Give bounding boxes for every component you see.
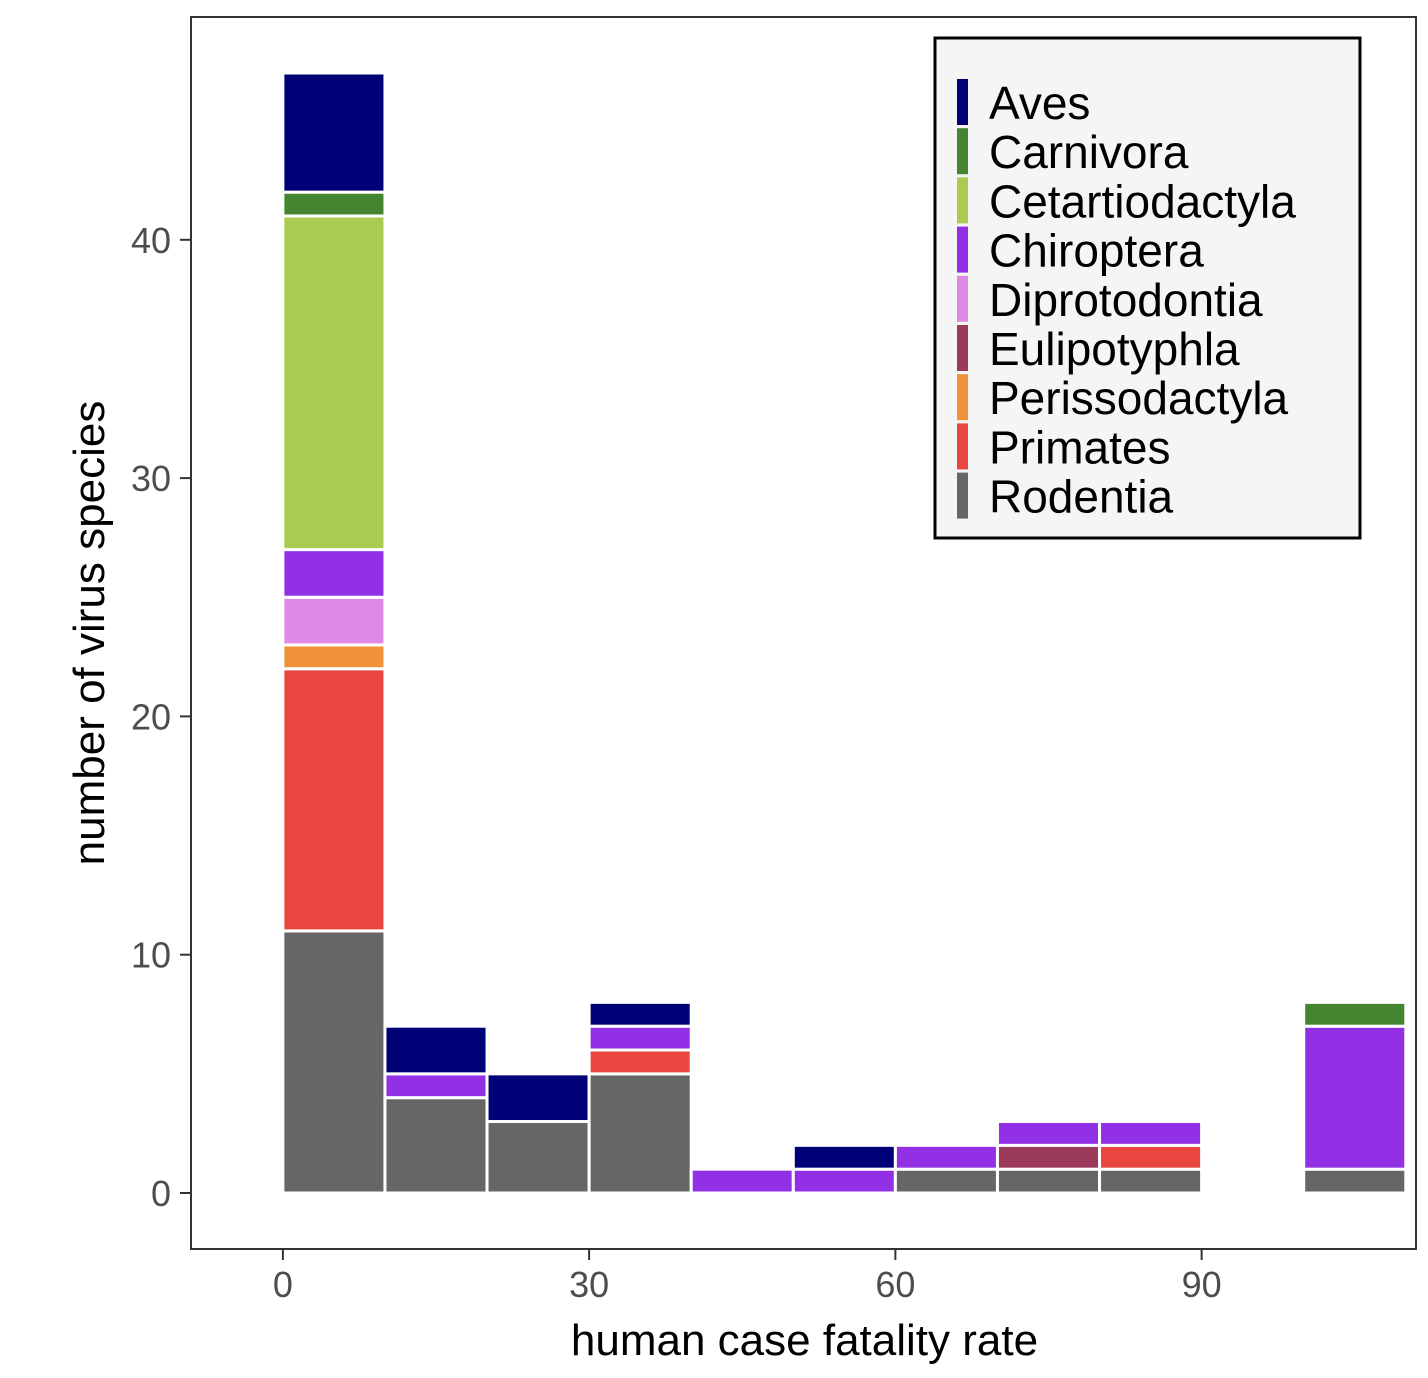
bar-chiroptera-bin-60 (893, 1143, 999, 1171)
legend-swatch-chiroptera (957, 226, 968, 273)
y-tick-label: 0 (151, 1173, 171, 1214)
bar-chiroptera-bin-70 (995, 1120, 1102, 1147)
bar-carnivora-bin-100 (1302, 1000, 1408, 1028)
y-tick-label: 10 (131, 935, 171, 976)
bar-diprotodontia-bin-0 (281, 595, 387, 647)
bar-primates-bin-30 (587, 1048, 693, 1076)
legend-swatch-primates (957, 423, 968, 470)
bar-cetartiodactyla-bin-0 (281, 214, 387, 552)
legend-box (933, 36, 1362, 540)
legend-label-aves: Aves (989, 77, 1090, 129)
bar-chiroptera-bin-100 (1302, 1024, 1408, 1171)
legend-label-carnivora: Carnivora (989, 126, 1189, 178)
legend-swatch-cetartiodactyla (957, 177, 968, 224)
bar-aves-bin-10 (383, 1024, 489, 1076)
bar-chiroptera-bin-30 (587, 1024, 693, 1052)
bar-chiroptera-bin-80 (1098, 1120, 1204, 1147)
bar-rodentia-bin-80 (1098, 1167, 1204, 1195)
bar-aves-bin-20 (485, 1072, 591, 1124)
legend-label-chiroptera: Chiroptera (989, 225, 1204, 277)
x-tick-label: 90 (1182, 1264, 1222, 1305)
bar-perissodactyla-bin-0 (281, 643, 387, 671)
bar-rodentia-bin-30 (587, 1072, 693, 1195)
legend-label-primates: Primates (989, 421, 1170, 473)
x-tick-label: 0 (273, 1264, 293, 1305)
x-axis: 0 30 60 90 (273, 1249, 1222, 1305)
legend: AvesCarnivoraCetartiodactylaChiropteraDi… (933, 36, 1362, 540)
bar-chiroptera-bin-0 (281, 548, 387, 599)
bar-carnivora-bin-0 (281, 190, 387, 218)
y-tick-label: 30 (131, 458, 171, 499)
legend-label-cetartiodactyla: Cetartiodactyla (989, 175, 1296, 227)
bar-eulipotyphla-bin-70 (995, 1143, 1102, 1171)
bar-primates-bin-80 (1098, 1143, 1204, 1171)
legend-swatch-eulipotyphla (957, 325, 968, 371)
y-tick-label: 20 (131, 696, 171, 737)
plot-border (190, 16, 1417, 1250)
bar-aves-bin-30 (587, 1000, 693, 1028)
bar-aves-bin-50 (791, 1143, 897, 1171)
y-axis-title: number of virus species (65, 401, 114, 866)
x-tick-label: 60 (875, 1264, 915, 1305)
bar-rodentia-bin-70 (995, 1167, 1102, 1195)
bar-aves-bin-0 (281, 71, 387, 194)
legend-label-rodentia: Rodentia (989, 471, 1174, 523)
bar-rodentia-bin-100 (1302, 1167, 1408, 1195)
bar-chiroptera-bin-10 (383, 1072, 489, 1100)
bar-rodentia-bin-60 (893, 1167, 999, 1195)
legend-swatch-perissodactyla (957, 374, 968, 421)
bar-primates-bin-0 (281, 667, 387, 933)
legend-label-eulipotyphla: Eulipotyphla (989, 323, 1240, 375)
bar-chiroptera-bin-40 (689, 1167, 795, 1195)
legend-label-perissodactyla: Perissodactyla (989, 372, 1289, 424)
legend-swatch-diprotodontia (957, 275, 968, 322)
bar-rodentia-bin-20 (485, 1120, 591, 1195)
legend-label-diprotodontia: Diprotodontia (989, 274, 1263, 326)
y-axis: 0 10 20 30 40 (131, 220, 191, 1214)
bar-chiroptera-bin-50 (791, 1167, 897, 1195)
legend-swatch-carnivora (957, 128, 968, 175)
bars-layer (281, 71, 1408, 1195)
legend-swatch-aves (957, 79, 968, 125)
y-tick-label: 40 (131, 220, 171, 261)
bar-rodentia-bin-0 (281, 929, 387, 1195)
legend-swatch-rodentia (957, 472, 968, 519)
bar-rodentia-bin-10 (383, 1096, 489, 1195)
x-axis-title: human case fatality rate (571, 1316, 1038, 1365)
x-tick-label: 30 (569, 1264, 609, 1305)
